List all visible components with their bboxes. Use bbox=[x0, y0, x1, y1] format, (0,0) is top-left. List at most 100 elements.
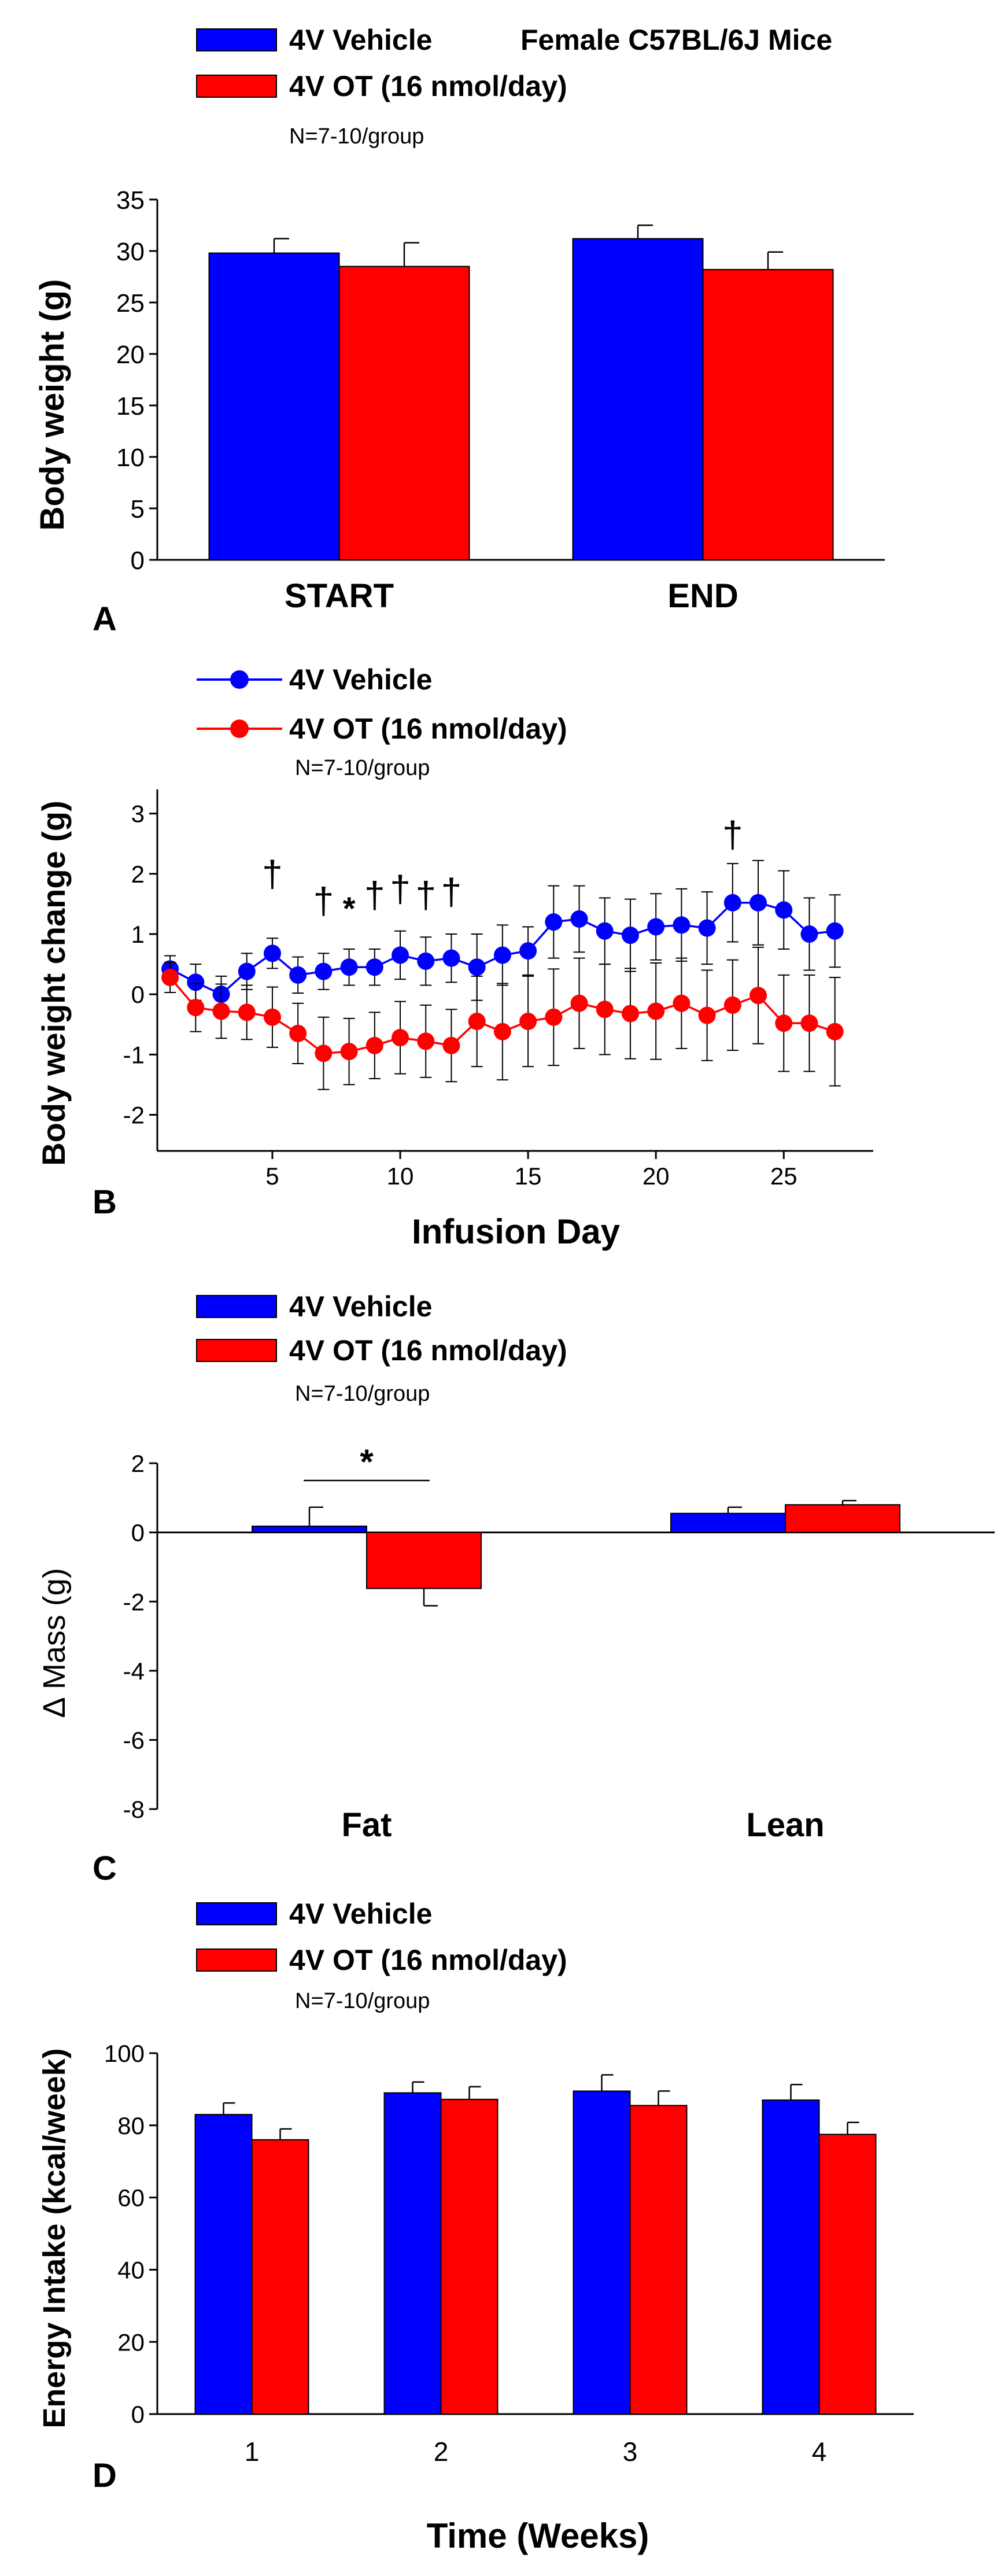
category-label: Fat bbox=[342, 1806, 392, 1844]
y-tick-label: 1 bbox=[131, 921, 145, 948]
data-point-ot bbox=[161, 969, 179, 986]
y-tick-label: 15 bbox=[116, 392, 145, 420]
y-tick-label: -6 bbox=[123, 1727, 145, 1754]
plot-area: 0 5 10 15 20 25 30 35 START END bbox=[116, 186, 885, 615]
data-point-vehicle bbox=[315, 962, 333, 980]
significance-marker: † bbox=[262, 853, 283, 895]
data-point-ot bbox=[673, 994, 691, 1012]
y-tick-label: -8 bbox=[123, 1796, 145, 1823]
data-point-vehicle bbox=[493, 946, 511, 964]
data-point-vehicle bbox=[596, 922, 614, 940]
data-point-vehicle bbox=[365, 958, 383, 976]
data-point-vehicle bbox=[340, 958, 358, 976]
y-axis-label: Energy Intake (kcal/week) bbox=[37, 2048, 72, 2428]
panel-d: 4V Vehicle 4V OT (16 nmol/day) N=7-10/gr… bbox=[37, 1898, 914, 2555]
x-tick-label: 5 bbox=[265, 1162, 279, 1190]
data-point-vehicle bbox=[238, 962, 256, 980]
data-point-ot bbox=[187, 999, 205, 1017]
y-tick-label: 0 bbox=[131, 1519, 145, 1547]
plot-area: -8 -6 -4 -2 0 2 Fat Lean * bbox=[123, 1442, 995, 1844]
data-point-vehicle bbox=[392, 946, 409, 964]
data-point-ot bbox=[621, 1005, 639, 1023]
data-point-vehicle bbox=[800, 925, 818, 943]
significance-marker: † bbox=[722, 814, 743, 855]
data-point-ot bbox=[493, 1023, 511, 1040]
y-tick-label: -2 bbox=[123, 1588, 145, 1615]
category-label: START bbox=[285, 577, 394, 615]
bar-vehicle bbox=[573, 2090, 631, 2415]
y-tick-label: 3 bbox=[131, 800, 145, 828]
data-point-ot bbox=[392, 1029, 409, 1047]
y-axis-label: Body weight (g) bbox=[34, 279, 71, 531]
data-point-vehicle bbox=[775, 901, 793, 919]
group-size-note: N=7-10/group bbox=[295, 1382, 430, 1406]
x-axis-label: Infusion Day bbox=[412, 1212, 621, 1251]
panel-label: D bbox=[93, 2457, 117, 2494]
data-point-vehicle bbox=[647, 918, 665, 936]
significance-marker: † bbox=[364, 874, 385, 916]
data-point-vehicle bbox=[723, 894, 741, 911]
y-tick-label: -4 bbox=[123, 1658, 145, 1685]
bar-vehicle bbox=[208, 252, 340, 560]
bar-vehicle bbox=[194, 2114, 253, 2415]
y-tick-label: 80 bbox=[117, 2112, 145, 2139]
group-size-note: N=7-10/group bbox=[289, 124, 424, 149]
panel-label: B bbox=[93, 1183, 117, 1221]
data-point-vehicle bbox=[570, 910, 588, 928]
legend-swatch-vehicle bbox=[196, 28, 277, 51]
legend-swatch-ot bbox=[196, 75, 277, 98]
panel-c: 4V Vehicle 4V OT (16 nmol/day) N=7-10/gr… bbox=[37, 1290, 995, 1887]
x-tick-label: 10 bbox=[387, 1162, 414, 1190]
bar-ot bbox=[338, 265, 470, 560]
data-point-vehicle bbox=[749, 894, 767, 911]
bar-vehicle bbox=[572, 238, 704, 560]
significance-marker: † bbox=[415, 874, 436, 916]
y-tick-label: 5 bbox=[131, 495, 145, 523]
y-tick-label: 40 bbox=[117, 2257, 145, 2284]
category-label: Lean bbox=[746, 1806, 824, 1844]
data-point-ot bbox=[749, 987, 767, 1005]
bar-ot bbox=[702, 269, 834, 560]
chart-title: Female C57BL/6J Mice bbox=[520, 24, 832, 56]
data-point-ot bbox=[417, 1032, 435, 1050]
y-tick-label: 35 bbox=[116, 186, 145, 215]
bar-ot bbox=[785, 1504, 900, 1533]
y-tick-label: 0 bbox=[131, 2401, 145, 2428]
category-label: 2 bbox=[434, 2437, 449, 2467]
bar-vehicle bbox=[670, 1512, 786, 1533]
data-point-vehicle bbox=[519, 942, 537, 960]
legend-label-vehicle: 4V Vehicle bbox=[289, 663, 432, 696]
data-point-vehicle bbox=[826, 922, 844, 940]
data-point-vehicle bbox=[468, 958, 486, 976]
legend-swatch-vehicle bbox=[196, 1295, 277, 1318]
x-axis-label: Time (Weeks) bbox=[427, 2516, 649, 2555]
category-label: 4 bbox=[812, 2437, 827, 2467]
bar-ot bbox=[251, 2139, 309, 2415]
y-tick-label: -2 bbox=[123, 1102, 145, 1129]
data-point-ot bbox=[647, 1002, 665, 1020]
data-point-ot bbox=[212, 1002, 230, 1020]
significance-marker: * bbox=[360, 1442, 374, 1481]
data-point-vehicle bbox=[417, 952, 435, 970]
data-point-vehicle bbox=[673, 916, 691, 934]
panel-label: A bbox=[93, 600, 117, 638]
group-size-note: N=7-10/group bbox=[295, 756, 430, 780]
data-point-ot bbox=[545, 1008, 563, 1026]
panel-b: 4V Vehicle 4V OT (16 nmol/day) N=7-10/gr… bbox=[35, 663, 873, 1251]
y-tick-label: 10 bbox=[116, 444, 145, 472]
data-point-vehicle bbox=[621, 927, 639, 944]
bar-vehicle bbox=[762, 2099, 820, 2415]
y-tick-label: 60 bbox=[117, 2184, 145, 2212]
data-point-vehicle bbox=[698, 919, 716, 937]
data-point-ot bbox=[596, 1001, 614, 1018]
bar-ot bbox=[629, 2105, 688, 2415]
legend-label-vehicle: 4V Vehicle bbox=[289, 1290, 432, 1323]
x-tick-label: 25 bbox=[770, 1162, 797, 1190]
y-axis-label: ∆ Mass (g) bbox=[37, 1568, 72, 1717]
data-point-vehicle bbox=[442, 949, 460, 967]
data-point-ot bbox=[263, 1008, 281, 1026]
group-size-note: N=7-10/group bbox=[295, 1989, 430, 2013]
legend-marker-vehicle bbox=[230, 670, 249, 689]
plot-area: 0 20 40 60 80 100 1 2 3 4 bbox=[104, 2040, 914, 2467]
